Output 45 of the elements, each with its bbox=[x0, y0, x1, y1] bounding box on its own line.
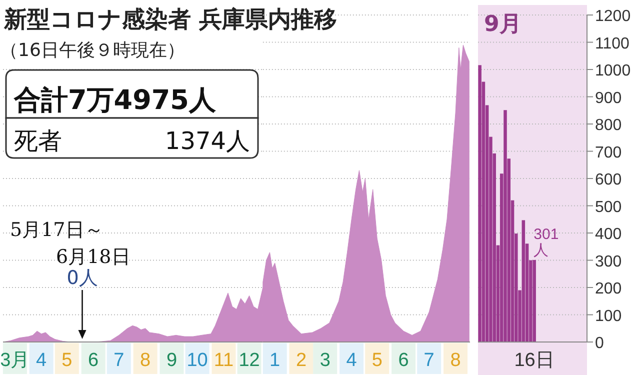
x-tick-label: 9 bbox=[166, 350, 178, 371]
x-tick-label: 4 bbox=[346, 350, 358, 371]
y-tick-label: 500 bbox=[595, 198, 622, 216]
x-tick-label: 5 bbox=[62, 350, 72, 371]
annotation: 死者 bbox=[14, 127, 62, 155]
y-tick-label: 1100 bbox=[595, 35, 630, 52]
y-tick-label: 1000 bbox=[595, 62, 631, 80]
y-tick-label: 200 bbox=[595, 280, 622, 298]
x-tick-label: 6 bbox=[398, 350, 409, 371]
bar bbox=[532, 260, 536, 342]
annotation: 5月17日～ 6月18日 bbox=[10, 219, 130, 268]
x-tick-label: 7 bbox=[114, 350, 124, 371]
y-tick-label: 800 bbox=[595, 117, 622, 134]
data-label: 301 人 bbox=[534, 226, 559, 259]
y-tick-label: 0 bbox=[595, 335, 604, 352]
y-tick-label: 600 bbox=[595, 172, 622, 188]
x-tick-label: 16日 bbox=[514, 350, 554, 371]
x-tick-label: 5 bbox=[372, 350, 382, 371]
x-tick-label: 8 bbox=[140, 350, 151, 371]
annotation: 合計7万4975人 bbox=[13, 85, 217, 116]
x-tick-label: 3 bbox=[320, 350, 330, 371]
bar bbox=[478, 65, 482, 342]
y-tick-label: 300 bbox=[595, 253, 622, 270]
bar bbox=[504, 110, 507, 342]
chart-title: 新型コロナ感染者 兵庫県内推移 bbox=[3, 6, 338, 33]
annotation: 0人 bbox=[66, 267, 98, 289]
x-tick-label: 3月 bbox=[0, 350, 30, 371]
x-tick-label: 8 bbox=[450, 350, 461, 371]
text: （16日午後９時現在） bbox=[0, 40, 185, 61]
x-tick-label: 12 bbox=[238, 350, 260, 371]
x-tick-label: 2 bbox=[296, 350, 307, 371]
x-tick-label: 4 bbox=[36, 350, 48, 371]
y-tick-label: 100 bbox=[595, 308, 622, 325]
x-tick-label: 7 bbox=[424, 350, 434, 371]
x-tick-label: 11 bbox=[214, 350, 234, 371]
chart-title: 9月 bbox=[484, 12, 522, 37]
annotation: 1374人 bbox=[164, 127, 250, 155]
x-tick-label: 6 bbox=[88, 350, 99, 371]
y-tick-label: 700 bbox=[595, 144, 622, 162]
y-tick-label: 1200 bbox=[595, 8, 631, 25]
x-tick-label: 10 bbox=[186, 350, 208, 371]
bar bbox=[522, 220, 526, 342]
y-tick-label: 900 bbox=[595, 90, 622, 107]
y-tick-label: 400 bbox=[595, 226, 622, 243]
x-tick-label: 1 bbox=[270, 350, 280, 371]
